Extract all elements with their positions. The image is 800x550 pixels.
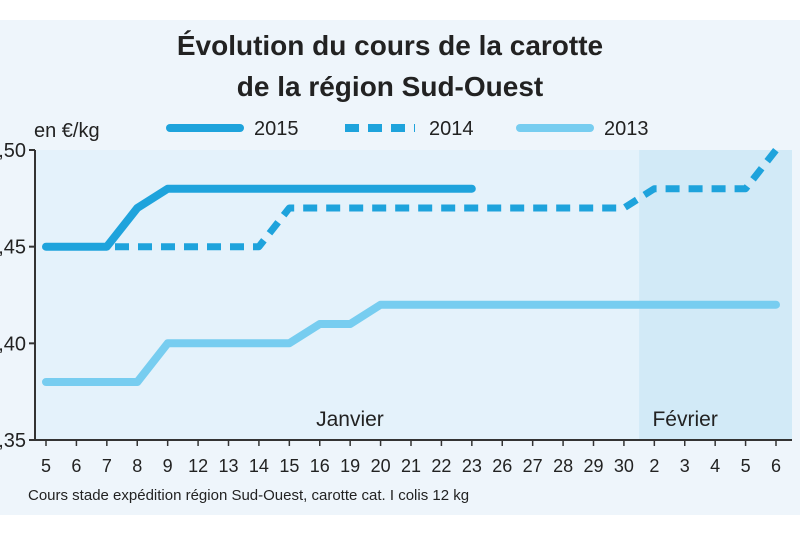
source-note: Cours stade expédition région Sud-Ouest,… <box>28 487 469 504</box>
x-tick-label: 30 <box>614 456 634 476</box>
february-shading <box>639 150 792 440</box>
legend-label: 2015 <box>254 118 299 140</box>
x-tick-label: 6 <box>71 456 81 476</box>
x-tick-label: 5 <box>741 456 751 476</box>
x-tick-label: 22 <box>431 456 451 476</box>
legend-label: 2013 <box>604 118 649 140</box>
series-line-2015 <box>42 184 476 251</box>
x-tick-label: 12 <box>188 456 208 476</box>
chart-title-line1: Évolution du cours de la carotte <box>177 30 603 61</box>
x-tick-label: 8 <box>132 456 142 476</box>
x-tick-label: 29 <box>583 456 603 476</box>
y-tick-label: ,50 <box>0 140 26 162</box>
month-labels: Janvier Février <box>316 408 718 431</box>
x-ticks: 5 6 7 8 9 12 13 14 15 16 19 20 21 22 23 26 27 28 29 30 2 3 4 5 6 <box>41 440 781 476</box>
x-tick-label: 7 <box>102 456 112 476</box>
series-layer <box>42 147 780 386</box>
bottom-band <box>0 515 800 550</box>
top-band <box>0 0 800 20</box>
x-tick-label: 20 <box>371 456 391 476</box>
x-tick-label: 4 <box>710 456 720 476</box>
y-ticks: ,35 ,40 ,45 ,50 <box>0 140 35 452</box>
chart-title-line2: de la région Sud-Ouest <box>237 71 543 102</box>
x-tick-label: 13 <box>218 456 238 476</box>
x-tick-label: 16 <box>310 456 330 476</box>
x-tick-label: 19 <box>340 456 360 476</box>
x-tick-label: 23 <box>462 456 482 476</box>
x-tick-label: 9 <box>163 456 173 476</box>
month-label: Février <box>652 408 717 431</box>
series-line-2013 <box>42 300 780 386</box>
series-line-2014 <box>46 147 779 251</box>
x-tick-label: 15 <box>279 456 299 476</box>
x-tick-label: 5 <box>41 456 51 476</box>
y-axis-unit-label: en €/kg <box>34 120 100 142</box>
y-tick-label: ,45 <box>0 237 26 259</box>
month-label: Janvier <box>316 408 384 431</box>
legend: 2015 2014 2013 <box>166 118 649 140</box>
y-tick-label: ,40 <box>0 333 26 355</box>
x-tick-label: 27 <box>523 456 543 476</box>
x-tick-label: 26 <box>492 456 512 476</box>
x-tick-label: 6 <box>771 456 781 476</box>
x-tick-label: 28 <box>553 456 573 476</box>
x-tick-label: 21 <box>401 456 421 476</box>
legend-label: 2014 <box>429 118 474 140</box>
x-tick-label: 14 <box>249 456 269 476</box>
x-tick-label: 2 <box>649 456 659 476</box>
y-tick-label: ,35 <box>0 430 26 452</box>
x-tick-label: 3 <box>680 456 690 476</box>
